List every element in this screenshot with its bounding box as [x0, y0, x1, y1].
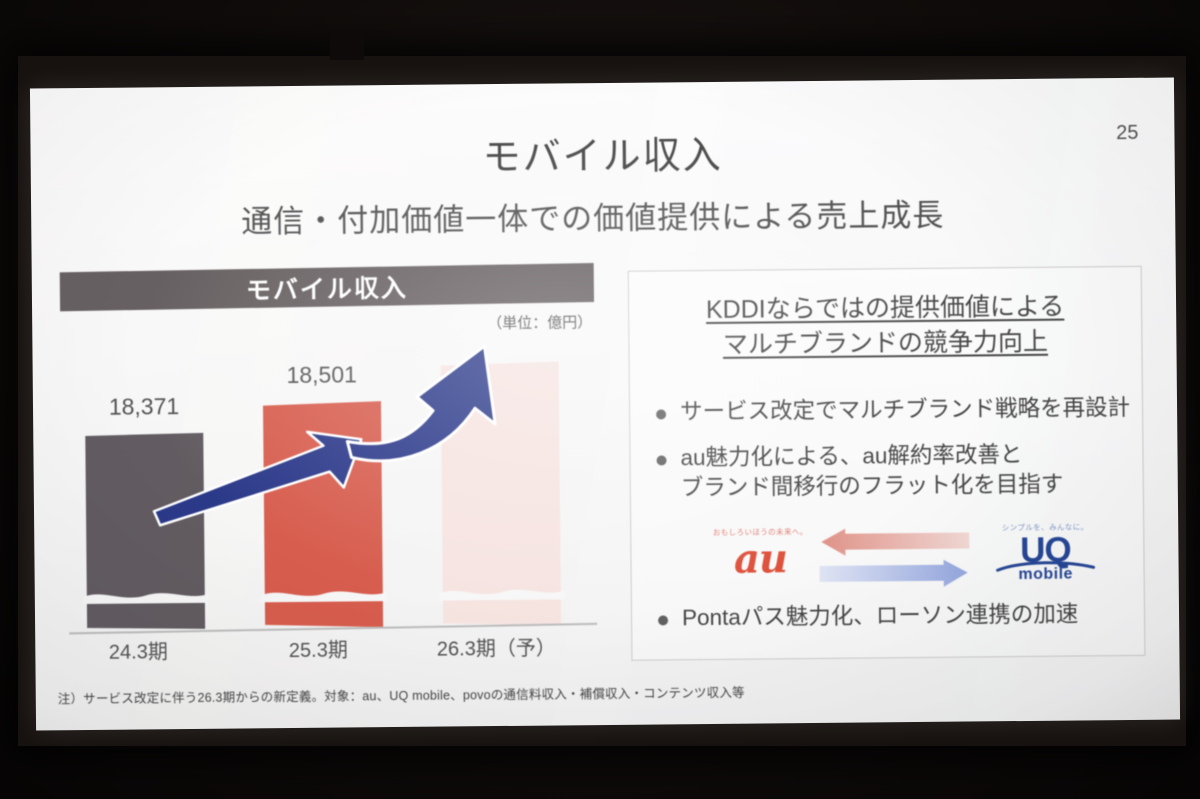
chart-plot-area: 18,371 18,501 — [66, 345, 597, 630]
screen-mount-clip — [330, 34, 364, 60]
au-wordmark: au — [733, 535, 788, 583]
mobile-revenue-chart: モバイル収入 （単位：億円） 18,371 18,501 — [59, 263, 604, 672]
uq-wordmark: UQ — [975, 531, 1115, 572]
arrow-right-icon — [819, 559, 968, 587]
presentation-slide: 25 モバイル収入 通信・付加価値一体での価値提供による売上成長 モバイル収入 … — [29, 77, 1181, 731]
bar-value-label-2 — [440, 345, 558, 346]
bullet-dot-icon — [656, 455, 667, 466]
bullet-text-1-line-2: ブランド間移行のフラット化を目指す — [680, 471, 1064, 501]
bullet-text-2: Pontaパス魅力化、ローソン連携の加速 — [681, 601, 1079, 631]
bullet-item-0: サービス改定でマルチブランド戦略を再設計 — [656, 393, 1142, 428]
bar-group-0: 18,371 — [82, 349, 209, 630]
bar-0 — [82, 433, 209, 630]
x-axis-label-2: 26.3期（予） — [436, 637, 556, 661]
panel-heading-line-2: マルチブランドの競争力向上 — [722, 327, 1049, 359]
axis-break-wave-1 — [260, 591, 387, 603]
chart-header-bar: モバイル収入 — [59, 263, 595, 312]
bullet-text-1-line-1: au魅力化による、au解約率改善と — [680, 441, 1023, 471]
x-axis-label-1: 25.3期 — [288, 639, 348, 663]
bullet-text-0: サービス改定でマルチブランド戦略を再設計 — [679, 394, 1131, 425]
bar-2 — [438, 361, 565, 626]
bar-value-label-1: 18,501 — [286, 361, 358, 389]
axis-break-wave-2 — [438, 589, 565, 601]
value-proposition-panel: KDDIならではの提供価値による マルチブランドの競争力向上 サービス改定でマル… — [627, 265, 1146, 661]
panel-heading: KDDIならではの提供価値による マルチブランドの競争力向上 — [629, 289, 1142, 363]
panel-heading-line-1: KDDIならではの提供価値による — [705, 292, 1065, 325]
bar-value-label-0: 18,371 — [108, 393, 180, 420]
slide-subtitle: 通信・付加価値一体での価値提供による売上成長 — [241, 197, 945, 240]
bullet-text-1: au魅力化による、au解約率改善と ブランド間移行のフラット化を目指す — [680, 440, 1063, 504]
bullet-dot-icon — [658, 615, 669, 626]
arrow-left-icon — [821, 528, 970, 556]
chart-unit-note: （単位：億円） — [487, 314, 593, 333]
axis-break-wave-0 — [82, 593, 209, 605]
au-logo: おもしろいほうの未来へ。 au — [685, 526, 836, 583]
bullet-item-1: au魅力化による、au解約率改善と ブランド間移行のフラット化を目指す — [656, 439, 1143, 504]
bullet-dot-icon — [656, 409, 667, 420]
brand-migration-arrows — [819, 528, 970, 587]
footnote: 注）サービス改定に伴う26.3期からの新定義。対象：au、UQ mobile、p… — [57, 685, 745, 707]
brand-transfer-diagram: おもしろいほうの未来へ。 au — [659, 519, 1116, 595]
slide-content: 25 モバイル収入 通信・付加価値一体での価値提供による売上成長 モバイル収入 … — [29, 77, 1181, 731]
bar-group-2 — [438, 345, 565, 626]
uq-swoosh-icon — [996, 561, 1096, 572]
x-axis-label-0: 24.3期 — [108, 641, 168, 664]
page-title: モバイル収入 — [482, 134, 723, 180]
bar-group-1: 18,501 — [260, 347, 387, 628]
bar-1 — [260, 401, 387, 628]
uq-mobile-logo: シンプルを、みんなに。 UQ mobile — [975, 521, 1116, 584]
bullet-item-2: Pontaパス魅力化、ローソン連携の加速 — [658, 599, 1144, 634]
